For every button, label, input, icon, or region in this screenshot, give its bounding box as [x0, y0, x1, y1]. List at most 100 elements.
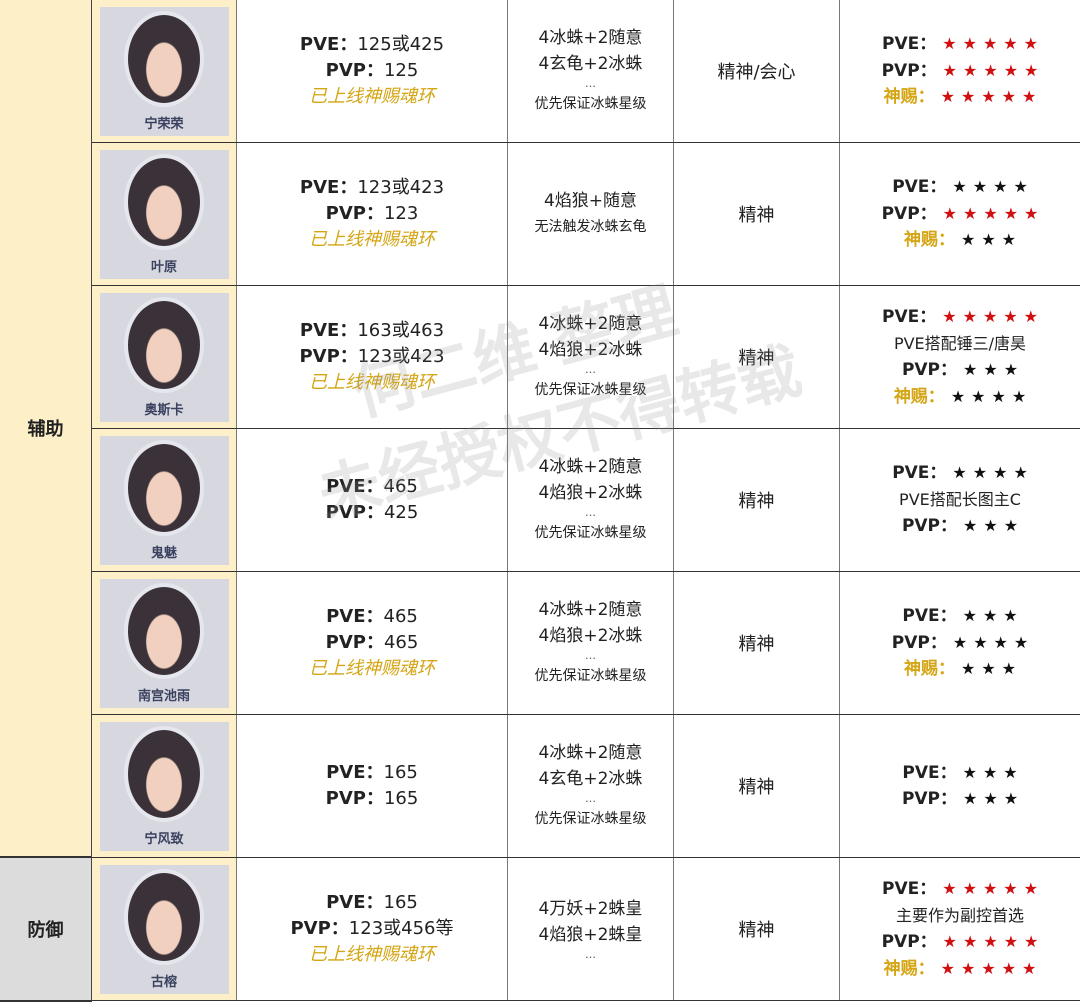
hero-name: 南宫池雨 [137, 688, 190, 704]
portrait-cell: 叶原 [92, 143, 237, 285]
rating-label: PVP： [881, 60, 937, 81]
soul-ring-cell: PVE：123或423 PVP：123 已上线神赐魂环 [237, 143, 508, 285]
star-icon: ★ [1001, 87, 1017, 107]
star-icon: ★ [981, 958, 996, 978]
rating-label: PVP： [901, 360, 958, 380]
rating-line: PVP： ★ ★ ★ ★ ★ [882, 929, 1039, 956]
rating-label: PVE： [882, 307, 937, 327]
star-icon: ★ [1001, 230, 1017, 250]
star-icon: ★ [942, 879, 957, 898]
attribute-cell: 精神 [674, 143, 840, 285]
soul-bone-set-cell: 4冰蛛+2随意 4焰狼+2冰蛛 … 优先保证冰蛛星级 [508, 572, 674, 714]
star-icon: ★ [942, 203, 958, 223]
set-line: 4冰蛛+2随意 [538, 600, 643, 620]
mode-label: PVE： [299, 320, 358, 341]
rating-label: PVE： [902, 606, 957, 627]
soul-ring-line: PVE：465 [326, 474, 418, 500]
hero-name: 鬼魅 [150, 545, 177, 561]
star-icon: ★ [1003, 789, 1019, 808]
set-line: 4玄龟+2冰蛛 [538, 769, 643, 789]
portrait-cell: 宁风致 [92, 715, 237, 857]
rating-line: PVE： ★ ★ ★ ★ [892, 174, 1028, 201]
star-icon: ★ [982, 606, 998, 626]
star-icon: ★ [1003, 762, 1018, 782]
star-icon: ★ [982, 762, 998, 782]
star-icon: ★ [950, 386, 966, 406]
rating-label: PVP： [881, 203, 937, 224]
rating-note: 主要作为副控首选 [895, 905, 1024, 925]
rating-cell: PVE： ★ ★ ★ ★ ★ PVE搭配锤三/唐昊 PVP： ★ ★ ★ 神赐： ★ ★ ★ ★ [840, 286, 1080, 428]
star-icon: ★ [983, 789, 998, 808]
hero-portrait: 鬼魅 [99, 435, 229, 565]
rating-line: PVP： ★ ★ ★ ★ [892, 630, 1028, 657]
rating-label: PVE： [882, 879, 937, 899]
star-icon: ★ [1023, 879, 1038, 898]
rating-line: PVP： ★ ★ ★ ★ ★ [882, 201, 1039, 228]
rating-label: PVE： [882, 34, 937, 55]
mode-label: PVE： [326, 476, 384, 497]
mode-label: PVE： [299, 34, 358, 55]
star-icon: ★ [1013, 177, 1028, 197]
star-icon: ★ [963, 360, 978, 379]
star-icon: ★ [1003, 516, 1019, 536]
set-line: 4冰蛛+2随意 [538, 457, 643, 477]
hero-portrait: 叶原 [99, 149, 229, 279]
star-icon: ★ [1024, 60, 1039, 80]
star-icon: ★ [993, 177, 1008, 197]
soul-ring-line: PVE：465 [326, 604, 418, 630]
set-line: 4冰蛛+2随意 [538, 28, 643, 48]
set-line: … [585, 792, 596, 805]
soul-bone-set-cell: 4冰蛛+2随意 4焰狼+2冰蛛 … 优先保证冰蛛星级 [508, 286, 674, 428]
rating-line: PVE： ★ ★ ★ [902, 603, 1017, 630]
star-icon: ★ [952, 632, 968, 652]
set-line: 4焰狼+2蛛皇 [538, 925, 643, 945]
star-icon: ★ [1024, 932, 1039, 951]
rating-line: PVE： ★ ★ ★ ★ ★ [882, 304, 1038, 331]
star-icon: ★ [983, 203, 998, 223]
set-line: 4玄龟+2冰蛛 [538, 54, 643, 74]
star-icon: ★ [1003, 932, 1019, 951]
table-row: 古榕 PVE：165 PVP：123或456等 已上线神赐魂环 4万妖+2蛛皇 4焰狼+2… [92, 858, 1080, 1001]
star-icon: ★ [1003, 203, 1019, 223]
star-icon: ★ [1011, 386, 1027, 406]
shenci-note: 已上线神赐魂环 [309, 658, 435, 679]
table-row: 宁荣荣 PVE：125或425 PVP：125 已上线神赐魂环 4冰蛛+2随意 4玄龟+2… [92, 0, 1080, 143]
star-icon: ★ [942, 307, 957, 326]
soul-ring-cell: PVE：125或425 PVP：125 已上线神赐魂环 [237, 0, 508, 142]
rating-line: 神赐： ★ ★ ★ [904, 227, 1016, 254]
star-icon: ★ [942, 34, 957, 54]
mode-label: PVE： [326, 606, 384, 627]
hero-name: 奥斯卡 [144, 402, 184, 418]
table-row: 叶原 PVE：123或423 PVP：123 已上线神赐魂环 4焰狼+随意 无法触发冰蛛玄… [92, 143, 1080, 286]
rating-line: PVE： ★ ★ ★ ★ ★ [882, 31, 1038, 58]
attribute-cell: 精神 [674, 429, 840, 571]
hero-name: 宁风致 [144, 831, 184, 847]
set-line: … [585, 948, 596, 961]
star-icon: ★ [962, 307, 977, 326]
shenci-note: 已上线神赐魂环 [309, 86, 435, 107]
attribute-cell: 精神 [674, 286, 840, 428]
avatar [124, 296, 204, 393]
soul-ring-value: 123或456等 [348, 918, 454, 939]
rating-label: PVP： [881, 932, 937, 952]
soul-ring-line: PVP：123 [326, 201, 419, 227]
rating-label: 神赐： [883, 958, 935, 979]
star-icon: ★ [963, 60, 978, 80]
soul-ring-value: 465 [383, 632, 419, 653]
set-line: 优先保证冰蛛星级 [534, 525, 647, 541]
soul-ring-value: 165 [383, 892, 418, 913]
star-icon: ★ [983, 516, 998, 536]
portrait-cell: 奥斯卡 [92, 286, 237, 428]
star-icon: ★ [940, 87, 955, 107]
soul-ring-value: 163或463 [357, 320, 445, 341]
star-icon: ★ [1024, 203, 1039, 223]
star-icon: ★ [981, 230, 996, 250]
rating-cell: PVE： ★ ★ ★ ★ ★ 主要作为副控首选 PVP： ★ ★ ★ ★ ★ 神赐： ★ ★ ★ ★ ★ [840, 858, 1080, 1000]
star-icon: ★ [1023, 307, 1038, 326]
mode-label: PVP： [325, 203, 384, 224]
soul-ring-line: PVE：125或425 [300, 32, 444, 58]
mode-label: PVE： [326, 762, 384, 783]
set-line: 4万妖+2蛛皇 [538, 899, 643, 919]
soul-ring-value: 125 [383, 60, 419, 81]
set-line: … [585, 363, 596, 376]
